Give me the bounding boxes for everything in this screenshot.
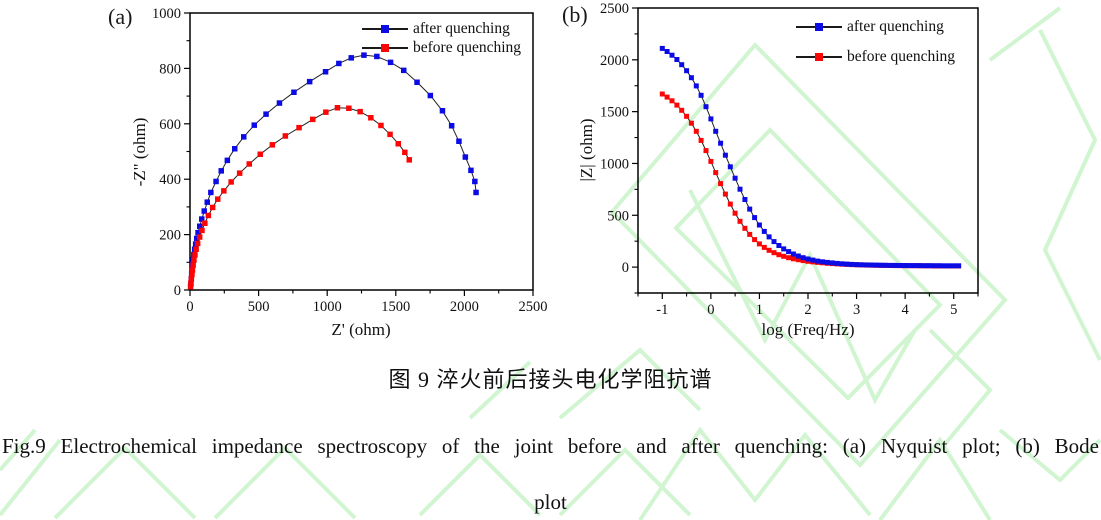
- legend-entry-after: after quenching: [362, 20, 521, 38]
- legend-line: [362, 25, 408, 33]
- legend-entry-before: before quenching: [362, 39, 521, 57]
- legend-square-blue-icon: [381, 25, 389, 33]
- y-tick-label: 500: [607, 208, 629, 224]
- x-tick-label: 2500: [519, 299, 548, 315]
- x-tick-label: 0: [186, 299, 193, 315]
- bode-plot: -1 0 1 2 3 4 5 0 500 1000 1500 2000 2500: [600, 1, 979, 318]
- bode-legend: after quenching before quenching: [796, 18, 955, 66]
- legend-line: [796, 53, 842, 61]
- caption-english-line1: Fig.9 Electrochemical impedance spectros…: [2, 434, 1099, 458]
- x-tick-label: 500: [248, 299, 270, 315]
- legend-square-red-icon: [381, 44, 389, 52]
- x-tick-label: -1: [656, 302, 668, 318]
- plot-frame: [189, 12, 534, 291]
- nyquist-plot: 0 500 1000 1500 2000 2500 0 200 400 600 800 1000: [152, 6, 548, 315]
- y-tick-label: 1500: [600, 105, 629, 121]
- legend-label: after quenching: [847, 18, 944, 35]
- y-tick-label: 600: [159, 117, 181, 133]
- nyquist-x-axis-title: Z' (ohm): [331, 320, 391, 339]
- x-tick-label: 1: [756, 302, 763, 318]
- panel-a-label: (a): [108, 4, 133, 29]
- legend-square-red-icon: [815, 53, 823, 61]
- legend-square-blue-icon: [815, 23, 823, 31]
- series-after-quenching: [188, 52, 479, 287]
- y-tick-label: 200: [159, 228, 181, 244]
- nyquist-legend: after quenching before quenching: [362, 20, 521, 57]
- caption-chinese: 图 9 淬火前后接头电化学阻抗谱: [388, 367, 713, 392]
- series-before-quenching: [187, 105, 412, 290]
- y-tick-label: 2000: [600, 53, 629, 69]
- x-tick-label: 1000: [313, 299, 342, 315]
- y-tick-label: 800: [159, 61, 181, 77]
- x-tick-label: 0: [707, 302, 714, 318]
- x-tick-label: 4: [902, 302, 910, 318]
- series-before-quenching: [659, 91, 962, 269]
- nyquist-y-axis-title: -Z" (ohm): [130, 117, 149, 187]
- legend-line: [796, 23, 842, 31]
- y-tick-label: 1000: [152, 6, 181, 22]
- bode-x-axis-title: log (Freq/Hz): [761, 320, 855, 339]
- legend-entry-before: before quenching: [796, 48, 955, 66]
- watermark-strokes: [0, 6, 1101, 520]
- legend-line: [362, 44, 408, 52]
- x-tick-label: 3: [853, 302, 860, 318]
- panel-b-label: (b): [562, 2, 588, 27]
- bode-y-axis-title: |Z| (ohm): [577, 118, 596, 182]
- series-after-quenching: [659, 45, 962, 269]
- y-tick-label: 0: [622, 260, 629, 276]
- legend-entry-after: after quenching: [796, 18, 955, 36]
- legend-label: before quenching: [847, 48, 956, 65]
- x-tick-label: 2: [804, 302, 811, 318]
- plot-frame: [637, 7, 979, 294]
- x-tick-label: 1500: [381, 299, 410, 315]
- x-tick-label: 2000: [450, 299, 479, 315]
- y-tick-label: 2500: [600, 1, 629, 17]
- legend-label: after quenching: [413, 20, 510, 37]
- legend-label: before quenching: [413, 39, 522, 56]
- x-tick-label: 5: [950, 302, 957, 318]
- caption-english-line2: plot: [534, 490, 567, 514]
- y-tick-label: 0: [174, 283, 181, 299]
- y-tick-label: 400: [159, 172, 181, 188]
- y-tick-label: 1000: [600, 156, 629, 172]
